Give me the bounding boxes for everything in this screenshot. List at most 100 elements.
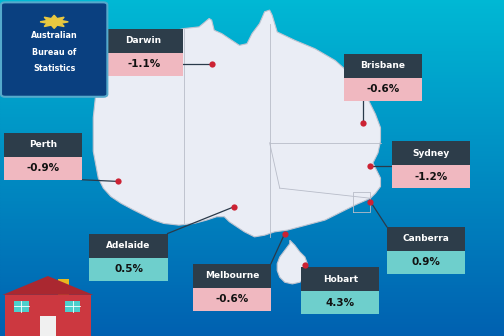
Bar bbox=[0, 309, 504, 311]
Bar bbox=[0, 166, 504, 168]
Bar bbox=[0, 269, 504, 270]
Bar bbox=[0, 223, 504, 225]
Bar bbox=[0, 227, 504, 228]
Text: Perth: Perth bbox=[29, 140, 57, 149]
Bar bbox=[0, 79, 504, 81]
Bar bbox=[0, 114, 504, 116]
Bar bbox=[0, 235, 504, 237]
Bar bbox=[0, 163, 504, 165]
Bar bbox=[0, 109, 504, 111]
Bar bbox=[301, 267, 380, 291]
Bar bbox=[0, 123, 504, 124]
Bar bbox=[0, 186, 504, 188]
Bar bbox=[0, 252, 504, 254]
Bar bbox=[0, 143, 504, 144]
Text: Darwin: Darwin bbox=[125, 36, 162, 45]
Bar bbox=[0, 40, 504, 42]
Bar bbox=[0, 20, 504, 22]
Bar bbox=[0, 91, 504, 92]
Text: -0.9%: -0.9% bbox=[26, 163, 59, 173]
Bar bbox=[0, 171, 504, 173]
Bar bbox=[0, 64, 504, 66]
Bar bbox=[0, 12, 504, 13]
Bar bbox=[0, 200, 504, 202]
Bar bbox=[0, 294, 504, 296]
Bar bbox=[0, 71, 504, 72]
Bar bbox=[344, 78, 422, 101]
Bar bbox=[0, 121, 504, 123]
Bar bbox=[0, 102, 504, 104]
Bar bbox=[0, 242, 504, 244]
Bar bbox=[0, 133, 504, 134]
Bar bbox=[344, 54, 422, 78]
Bar bbox=[0, 176, 504, 178]
Bar bbox=[0, 222, 504, 223]
Bar bbox=[0, 3, 504, 5]
Bar bbox=[0, 165, 504, 166]
Bar bbox=[0, 193, 504, 195]
Bar bbox=[0, 134, 504, 136]
Bar bbox=[0, 119, 504, 121]
Bar bbox=[0, 333, 504, 334]
Bar bbox=[0, 314, 504, 316]
Bar bbox=[0, 49, 504, 50]
Bar bbox=[0, 197, 504, 198]
Bar bbox=[0, 225, 504, 227]
Bar bbox=[0, 234, 504, 235]
Bar bbox=[0, 84, 504, 86]
Bar bbox=[0, 188, 504, 190]
Bar bbox=[0, 55, 504, 57]
Bar bbox=[0, 59, 504, 60]
Bar bbox=[90, 258, 167, 281]
Bar bbox=[4, 157, 82, 180]
Bar bbox=[0, 323, 504, 324]
Bar bbox=[0, 22, 504, 24]
Bar bbox=[0, 94, 504, 96]
Text: Melbourne: Melbourne bbox=[205, 271, 259, 280]
Bar bbox=[0, 50, 504, 52]
Bar bbox=[0, 316, 504, 318]
Bar bbox=[0, 178, 504, 180]
Bar bbox=[0, 151, 504, 153]
Bar bbox=[193, 264, 271, 288]
Bar bbox=[5, 295, 91, 336]
Bar bbox=[392, 141, 470, 165]
Bar bbox=[0, 86, 504, 87]
Bar bbox=[0, 5, 504, 7]
Bar bbox=[0, 296, 504, 297]
Bar bbox=[0, 265, 504, 267]
Bar bbox=[0, 57, 504, 59]
Bar bbox=[0, 250, 504, 252]
Bar bbox=[0, 111, 504, 113]
Bar bbox=[0, 220, 504, 222]
Text: Australian: Australian bbox=[31, 31, 78, 40]
Bar bbox=[387, 227, 465, 251]
Bar bbox=[0, 32, 504, 34]
Bar bbox=[0, 195, 504, 197]
Bar bbox=[0, 311, 504, 312]
Bar bbox=[14, 301, 29, 312]
Polygon shape bbox=[40, 15, 69, 29]
Bar bbox=[0, 228, 504, 230]
Bar bbox=[0, 321, 504, 323]
Text: 0.5%: 0.5% bbox=[114, 264, 143, 274]
Bar bbox=[0, 212, 504, 213]
Bar bbox=[0, 329, 504, 331]
Text: Adelaide: Adelaide bbox=[106, 241, 151, 250]
Bar bbox=[0, 10, 504, 12]
Text: -0.6%: -0.6% bbox=[215, 294, 248, 304]
Bar bbox=[0, 160, 504, 161]
Bar bbox=[0, 207, 504, 208]
Bar bbox=[0, 276, 504, 277]
Bar bbox=[0, 18, 504, 20]
Bar bbox=[0, 136, 504, 138]
Bar bbox=[0, 175, 504, 176]
Bar bbox=[0, 81, 504, 82]
Bar bbox=[0, 2, 504, 3]
Bar bbox=[0, 247, 504, 249]
Text: Hobart: Hobart bbox=[323, 275, 358, 284]
Bar bbox=[387, 251, 465, 274]
Text: 4.3%: 4.3% bbox=[326, 298, 355, 308]
Bar bbox=[0, 307, 504, 309]
Bar bbox=[0, 24, 504, 25]
